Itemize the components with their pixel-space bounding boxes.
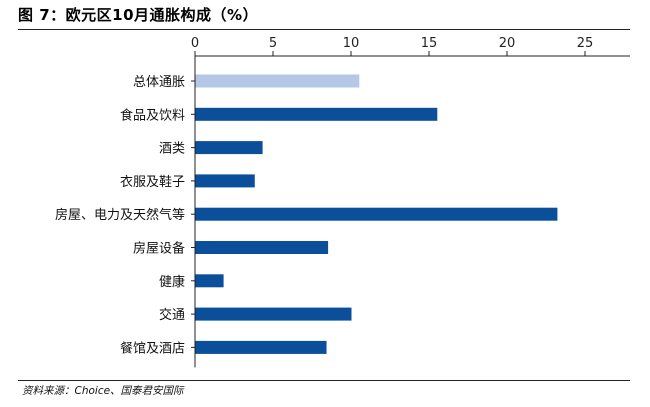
x-tick-label: 20 — [499, 36, 516, 51]
category-label: 交通 — [159, 307, 185, 323]
x-tick-label: 10 — [343, 36, 360, 51]
bar — [195, 307, 352, 321]
bar — [195, 174, 255, 188]
bar — [195, 274, 224, 288]
bar — [195, 340, 327, 354]
category-label: 餐馆及酒店 — [120, 340, 185, 356]
bar — [195, 74, 360, 88]
bar — [195, 207, 558, 221]
category-label: 房屋、电力及天然气等 — [55, 207, 185, 223]
bar — [195, 141, 263, 155]
category-label: 健康 — [159, 274, 185, 290]
source-note: 资料来源：Choice、国泰君安国际 — [22, 385, 184, 397]
source-rule — [18, 380, 630, 381]
x-tick-label: 25 — [577, 36, 594, 51]
x-tick-label: 15 — [421, 36, 438, 51]
x-tick-label: 0 — [191, 36, 199, 51]
bar-chart: 0 5 10 15 20 25 总体通胀食品及饮料酒类衣服及鞋子房屋、电力及天然气等房屋设备… — [55, 36, 630, 368]
figure-title: 图 7：欧元区10月通胀构成（%） — [18, 6, 259, 24]
title-rule — [18, 29, 630, 30]
category-label: 房屋设备 — [133, 241, 185, 257]
bar — [195, 107, 438, 121]
x-tick-label: 5 — [269, 36, 277, 51]
category-label: 食品及饮料 — [120, 107, 185, 123]
category-label: 衣服及鞋子 — [120, 174, 185, 190]
category-label: 酒类 — [159, 142, 185, 157]
category-label: 总体通胀 — [133, 75, 185, 90]
bar — [195, 241, 329, 254]
